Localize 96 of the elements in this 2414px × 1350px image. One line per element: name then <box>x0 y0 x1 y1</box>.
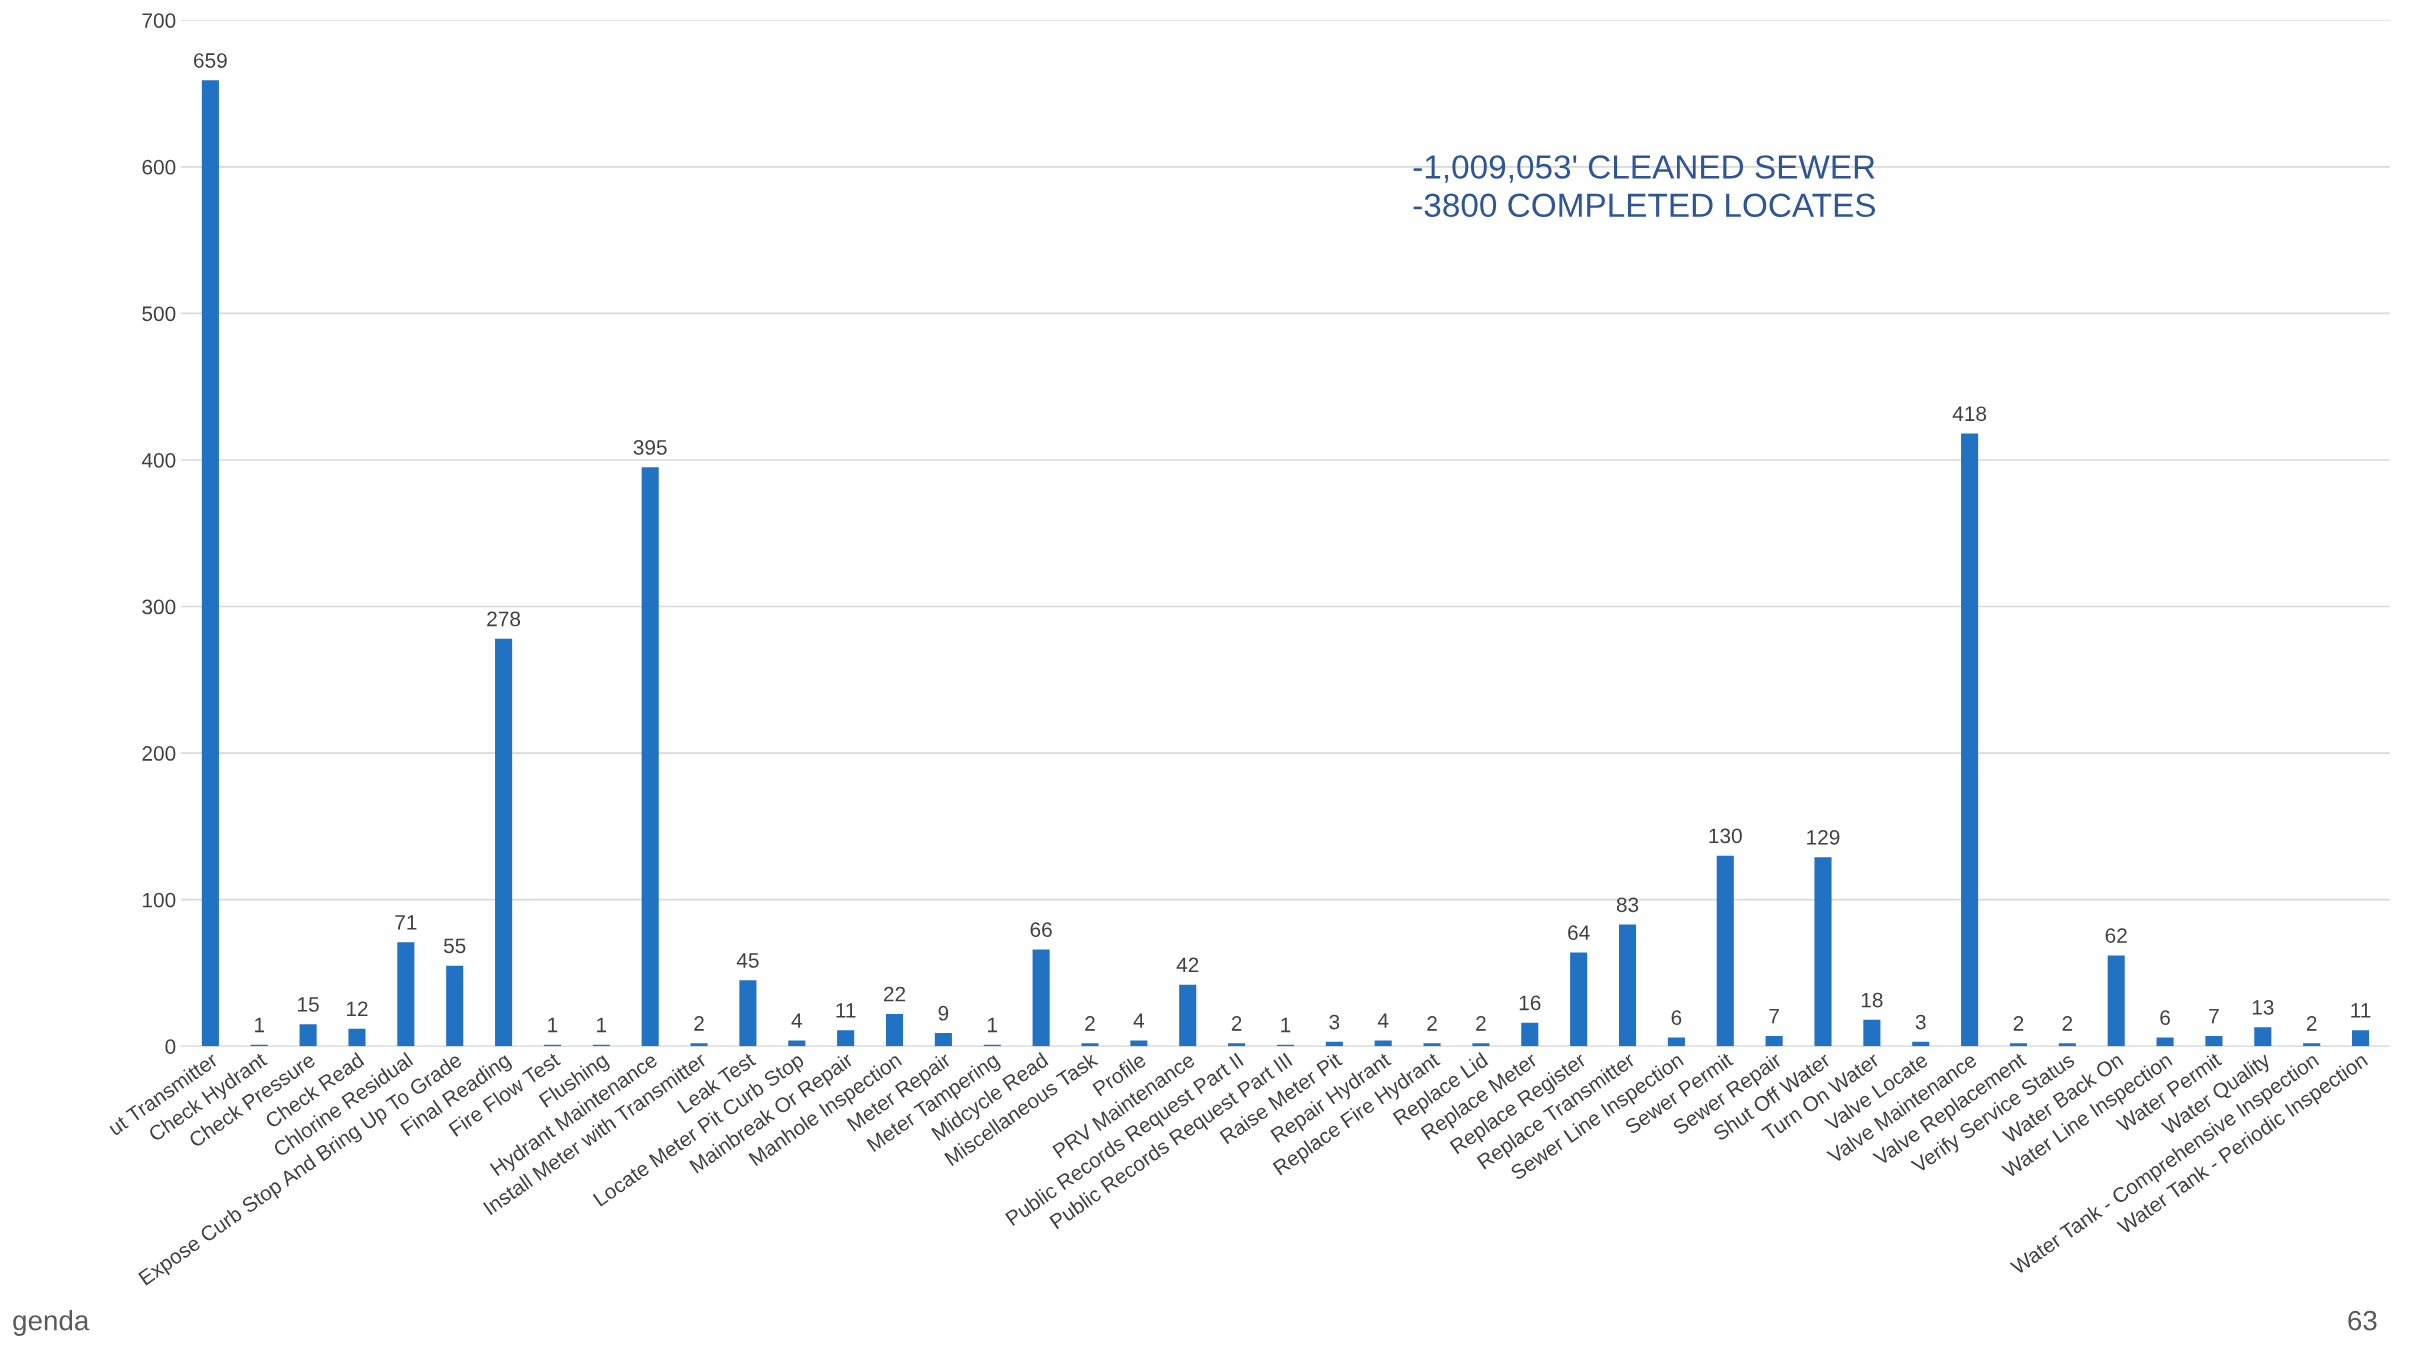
y-tick-label: 100 <box>143 892 176 908</box>
data-label: 1 <box>1281 1017 1291 1033</box>
y-tick-label: 300 <box>142 599 176 615</box>
annotation: -1,009,053' CLEANED SEWER -3800 COMPLETED LOCATES <box>1413 155 1876 218</box>
data-label: 2 <box>694 1016 704 1031</box>
bar <box>1814 857 1832 1047</box>
data-label: 2 <box>1231 1016 1242 1031</box>
y-tick-label: 700 <box>142 13 176 28</box>
bar <box>1228 1043 1246 1047</box>
data-label: 15 <box>298 997 319 1012</box>
data-label: 11 <box>836 1003 856 1018</box>
data-label: 278 <box>487 611 521 627</box>
y-tick-label: 0 <box>165 1039 176 1054</box>
bar <box>1374 1040 1392 1047</box>
data-label: 4 <box>1377 1013 1389 1028</box>
bar <box>2107 955 2125 1047</box>
data-label: 62 <box>2105 928 2127 943</box>
data-label: 2 <box>1427 1016 1437 1031</box>
bar <box>446 965 464 1047</box>
bar <box>690 1043 708 1047</box>
bar <box>739 980 757 1047</box>
data-label: 11 <box>2351 1003 2371 1018</box>
bar <box>788 1040 806 1047</box>
data-label: 2 <box>2062 1016 2073 1031</box>
text: genda <box>13 1310 90 1336</box>
data-label: 71 <box>395 915 417 930</box>
data-label: 129 <box>1807 829 1840 845</box>
bar <box>2009 1043 2028 1047</box>
bar <box>397 942 415 1047</box>
data-label: 45 <box>736 953 759 968</box>
bar <box>2351 1030 2370 1047</box>
data-label: 13 <box>2252 999 2274 1015</box>
data-label: 9 <box>938 1005 949 1021</box>
text: 63 <box>2348 1310 2377 1331</box>
bar <box>2205 1035 2223 1047</box>
data-label: 1 <box>988 1017 998 1033</box>
data-label: 16 <box>1519 995 1541 1011</box>
bar <box>201 80 219 1047</box>
data-label: 3 <box>1329 1014 1340 1030</box>
y-tick-label: 200 <box>142 746 176 761</box>
bar <box>1961 433 1979 1047</box>
data-label: 2 <box>1085 1016 1095 1031</box>
data-label: 395 <box>633 440 667 455</box>
data-label: 418 <box>1952 406 1987 422</box>
bar <box>1423 1043 1441 1047</box>
data-label: 2 <box>2013 1016 2024 1031</box>
bar <box>1325 1041 1343 1047</box>
bar <box>1472 1043 1490 1047</box>
data-label: 2 <box>2306 1016 2317 1031</box>
bar <box>885 1014 904 1047</box>
bar <box>1130 1040 1148 1047</box>
data-label: 659 <box>194 53 227 68</box>
data-label: 7 <box>2209 1009 2219 1024</box>
y-tick-label: 600 <box>142 159 176 175</box>
data-label: 1 <box>548 1017 558 1033</box>
data-label: 6 <box>1671 1010 1682 1025</box>
bar <box>299 1024 317 1047</box>
data-label: 1 <box>255 1017 265 1033</box>
data-label: 4 <box>791 1013 802 1028</box>
bar <box>837 1030 855 1047</box>
y-tick-label: 400 <box>141 452 176 468</box>
data-label: 2 <box>1476 1016 1486 1031</box>
bar <box>1081 1043 1099 1047</box>
data-label: 22 <box>883 986 906 1002</box>
bar <box>2156 1037 2174 1047</box>
y-tick-label: 500 <box>142 306 176 322</box>
data-label: 3 <box>1915 1014 1926 1030</box>
data-label: 130 <box>1709 828 1742 844</box>
bar <box>1618 924 1637 1047</box>
bar <box>934 1033 952 1047</box>
bar <box>2058 1043 2076 1047</box>
bar <box>1716 855 1734 1047</box>
bar <box>2303 1043 2321 1047</box>
data-label: 12 <box>346 1001 368 1017</box>
bar <box>348 1028 366 1047</box>
bar <box>1863 1019 1881 1047</box>
bar <box>1179 984 1197 1047</box>
data-label: 7 <box>1769 1009 1779 1024</box>
bar <box>2254 1027 2272 1047</box>
data-label: 55 <box>443 938 466 954</box>
data-label: 83 <box>1616 897 1639 913</box>
bar <box>1032 949 1050 1047</box>
data-label: 42 <box>1176 957 1199 973</box>
bar <box>1667 1037 1685 1047</box>
bar <box>1521 1022 1539 1047</box>
data-label: 66 <box>1030 922 1052 938</box>
bar <box>495 638 513 1047</box>
data-label: 6 <box>2160 1010 2170 1025</box>
data-label: 4 <box>1133 1013 1145 1028</box>
data-label: 64 <box>1568 925 1590 940</box>
bar <box>1912 1041 1930 1047</box>
data-label: 1 <box>597 1017 607 1033</box>
data-label: 18 <box>1861 992 1883 1008</box>
bar <box>641 467 659 1047</box>
bar <box>1765 1035 1783 1047</box>
bar <box>1570 952 1588 1047</box>
